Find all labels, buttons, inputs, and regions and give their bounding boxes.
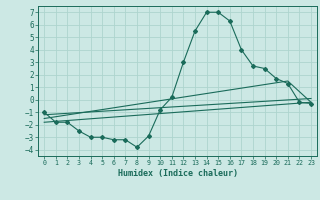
X-axis label: Humidex (Indice chaleur): Humidex (Indice chaleur) [118,169,238,178]
